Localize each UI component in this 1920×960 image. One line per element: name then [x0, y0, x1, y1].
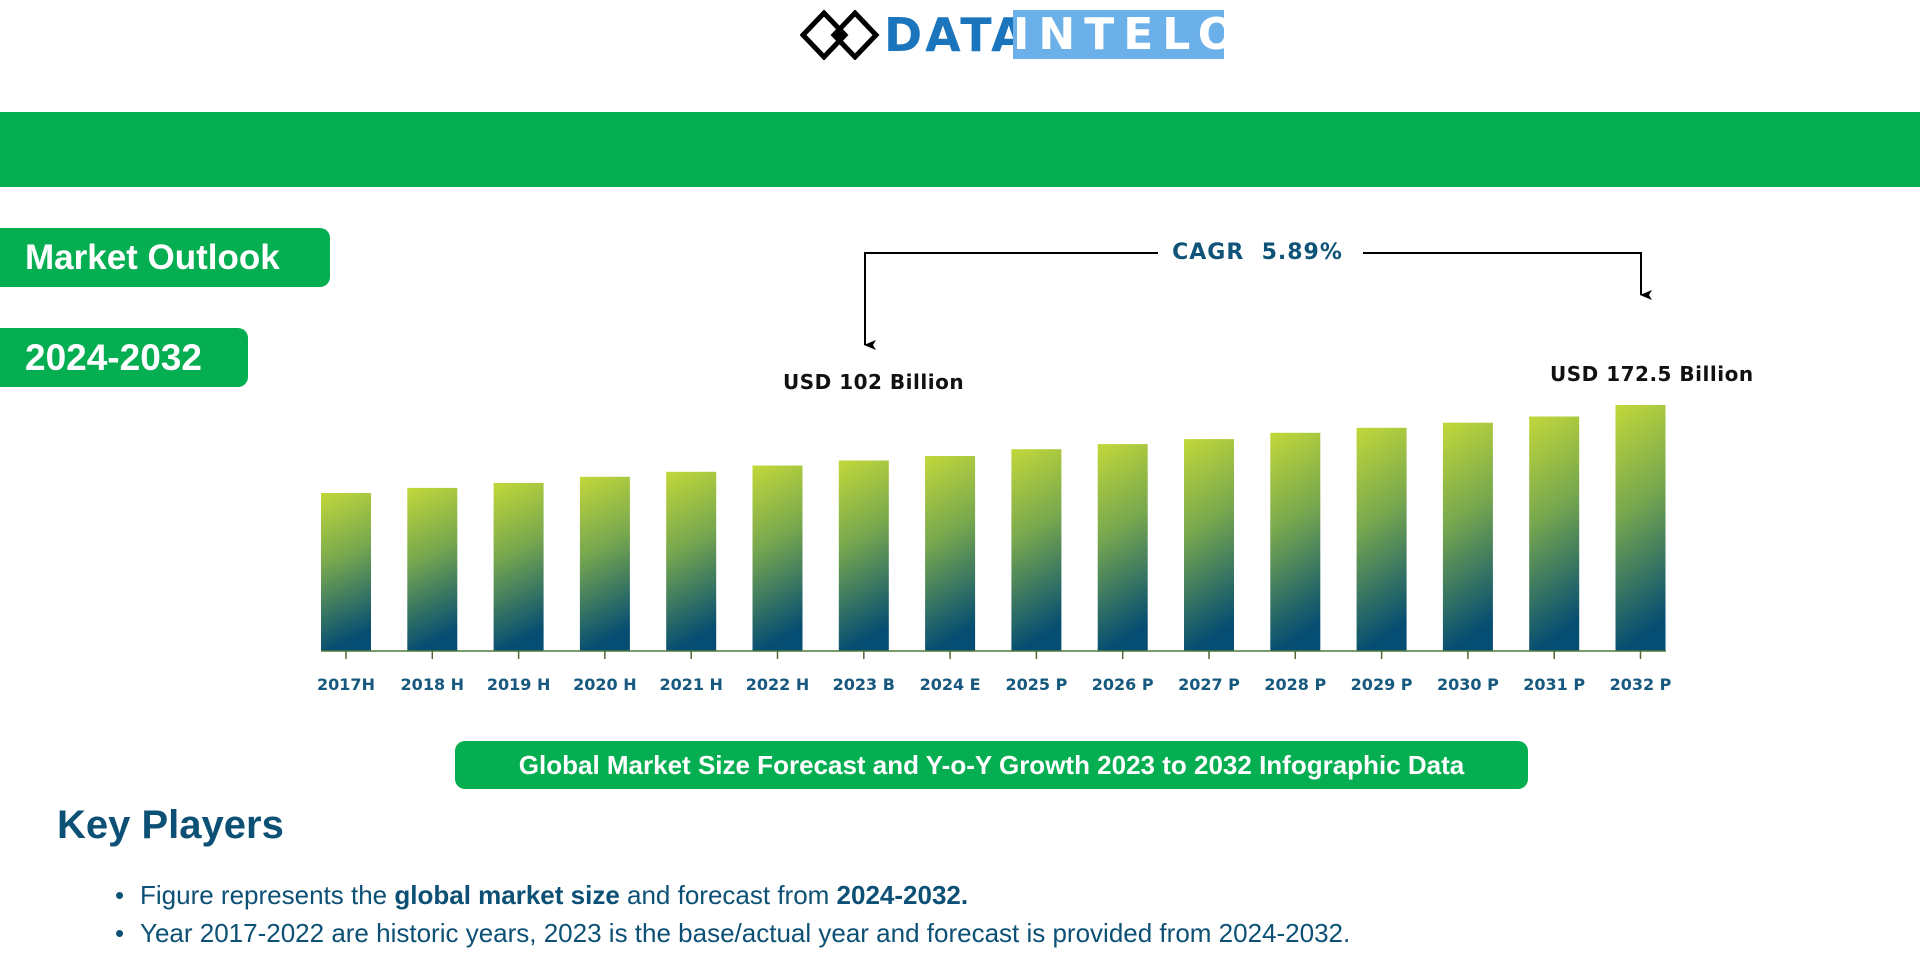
bar-2030p — [1442, 422, 1493, 651]
x-tick-label: 2026 P — [1092, 675, 1154, 694]
bar-2029p — [1356, 427, 1407, 651]
x-tick-label: 2019 H — [487, 675, 551, 694]
logo-text-data: DATA — [884, 8, 1030, 62]
list-item-text: and forecast from — [619, 880, 837, 910]
x-tick-label: 2022 H — [746, 675, 810, 694]
cagr-label: CAGR 5.89% — [1172, 240, 1343, 265]
x-labels-group: 2017H 2018 H 2019 H 2020 H 2021 H 2022 H 2023 … — [317, 675, 1672, 694]
x-tick-label: 2023 B — [833, 675, 895, 694]
infographic-caption-button[interactable]: Global Market Size Forecast and Y-o-Y Gr… — [455, 741, 1528, 789]
bar-2017h — [321, 493, 371, 651]
bar-2022h — [752, 465, 803, 651]
list-item-text: Year 2017-2022 are historic years, 2023 … — [140, 918, 1351, 948]
header-band — [0, 112, 1920, 187]
interlocking-diamonds-icon — [800, 10, 880, 60]
logo-text-intelo: INTELO — [1013, 9, 1245, 60]
x-tick-label: 2020 H — [573, 675, 637, 694]
bullet-icon: • — [115, 880, 125, 910]
bullet-icon: • — [115, 918, 125, 948]
x-tick-label: 2031 P — [1523, 675, 1585, 694]
x-tick-label: 2027 P — [1178, 675, 1240, 694]
bar-2023b — [838, 460, 889, 651]
bar-2024e — [925, 456, 976, 651]
bar-2020h — [579, 476, 630, 651]
cagr-bracket-right — [1363, 252, 1652, 300]
key-players-list: • Figure represents the global market si… — [115, 876, 1350, 952]
market-outlook-label: Market Outlook — [0, 228, 330, 287]
x-tick-label: 2032 P — [1610, 675, 1672, 694]
bar-2032p — [1615, 405, 1666, 651]
bar-2028p — [1270, 432, 1321, 651]
x-tick-label: 2017H — [317, 675, 375, 694]
logo: DATA INTELO — [800, 8, 1245, 62]
x-tick-label: 2028 P — [1264, 675, 1326, 694]
x-tick-label: 2030 P — [1437, 675, 1499, 694]
x-tick-label: 2021 H — [659, 675, 723, 694]
forecast-years-label: 2024-2032 — [0, 328, 248, 387]
x-tick-label: 2018 H — [401, 675, 465, 694]
bar-2018h — [407, 487, 458, 651]
x-tick-label: 2029 P — [1351, 675, 1413, 694]
bar-2021h — [666, 471, 717, 651]
list-item: • Figure represents the global market si… — [115, 876, 1350, 914]
list-item-bold-text: global market size — [394, 880, 620, 910]
list-item-text: Figure represents the — [140, 880, 395, 910]
ticks-group — [345, 651, 1642, 659]
key-players-heading: Key Players — [57, 803, 284, 847]
x-tick-label: 2025 P — [1005, 675, 1067, 694]
bar-2025p — [1011, 449, 1062, 651]
x-tick-label: 2024 E — [920, 675, 981, 694]
annotation-2024-value: USD 102 Billion — [783, 370, 965, 394]
logo-intelo-box: INTELO — [1013, 9, 1245, 60]
annotation-2032-value: USD 172.5 Billion — [1550, 362, 1754, 386]
list-item-bold-text: 2024-2032. — [836, 880, 969, 910]
bars-group — [321, 405, 1666, 651]
bar-2019h — [493, 482, 544, 651]
bar-2027p — [1184, 439, 1234, 651]
cagr-bracket-left — [864, 252, 1158, 350]
list-item: • Year 2017-2022 are historic years, 202… — [115, 914, 1350, 952]
bar-2031p — [1529, 416, 1580, 651]
bar-2026p — [1097, 444, 1148, 651]
